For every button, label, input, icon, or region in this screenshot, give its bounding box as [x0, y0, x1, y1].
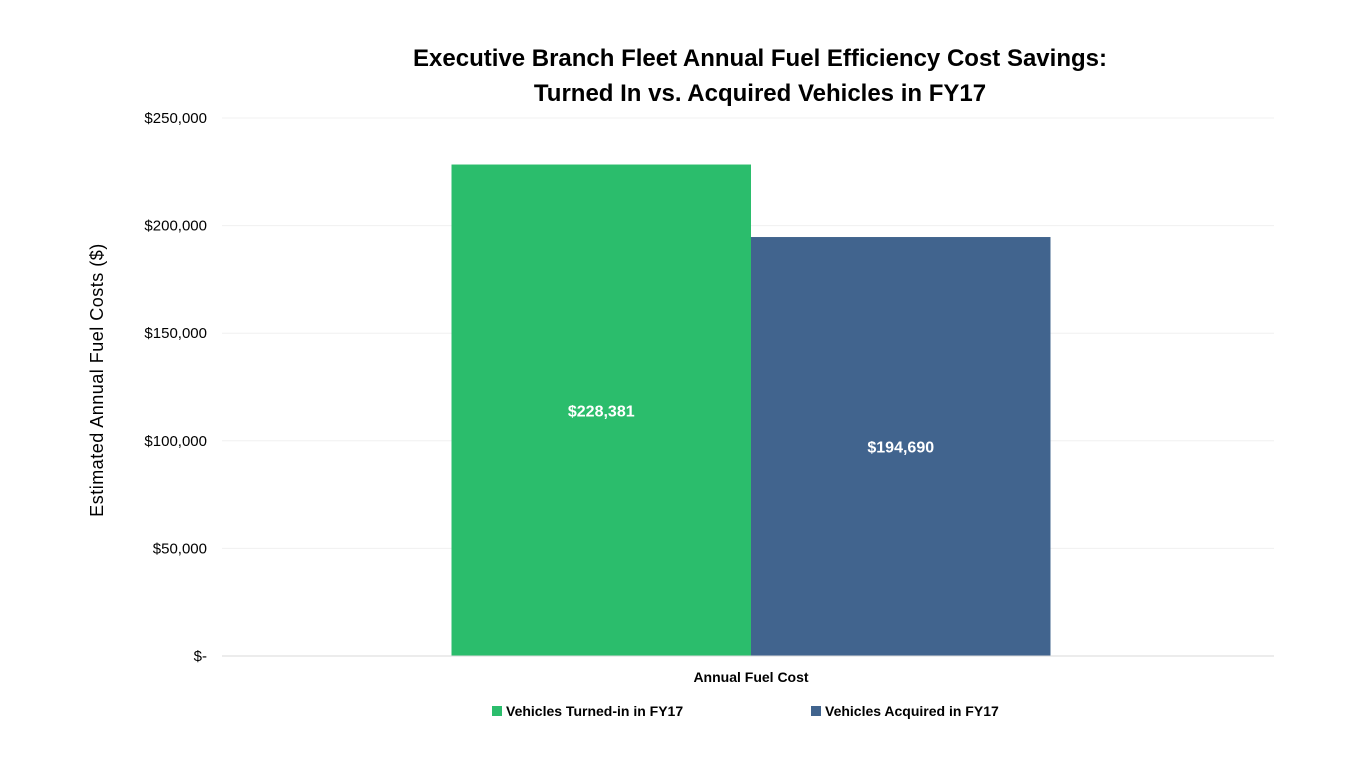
bar: [751, 237, 1051, 657]
y-axis-ticks: $- $50,000 $100,000 $150,000 $200,000 $250,00…: [144, 110, 207, 665]
legend-swatch: [492, 706, 502, 716]
bars: [451, 164, 1051, 657]
data-labels: $228,381 $194,690: [568, 403, 934, 456]
data-label: $228,381: [568, 403, 635, 420]
legend-item: Vehicles Acquired in FY17: [811, 703, 999, 719]
y-tick-label: $200,000: [144, 218, 207, 235]
legend-swatch: [811, 706, 821, 716]
legend-item: Vehicles Turned-in in FY17: [492, 703, 683, 719]
y-tick-label: $100,000: [144, 433, 207, 450]
y-tick-label: $150,000: [144, 325, 207, 342]
y-tick-label: $50,000: [153, 540, 207, 557]
x-category-label: Annual Fuel Cost: [693, 669, 808, 685]
legend-label: Vehicles Acquired in FY17: [825, 703, 999, 719]
chart-title: Executive Branch Fleet Annual Fuel Effic…: [413, 45, 1107, 107]
chart-title-line-2: Turned In vs. Acquired Vehicles in FY17: [534, 80, 986, 107]
legend: Vehicles Turned-in in FY17 Vehicles Acqui…: [492, 703, 999, 719]
y-axis-label: Estimated Annual Fuel Costs ($): [87, 243, 107, 517]
data-label: $194,690: [867, 440, 934, 457]
y-tick-label: $-: [194, 648, 207, 665]
chart-title-line-1: Executive Branch Fleet Annual Fuel Effic…: [413, 45, 1107, 72]
bar: [451, 164, 751, 656]
y-tick-label: $250,000: [144, 110, 207, 127]
legend-label: Vehicles Turned-in in FY17: [506, 703, 683, 719]
